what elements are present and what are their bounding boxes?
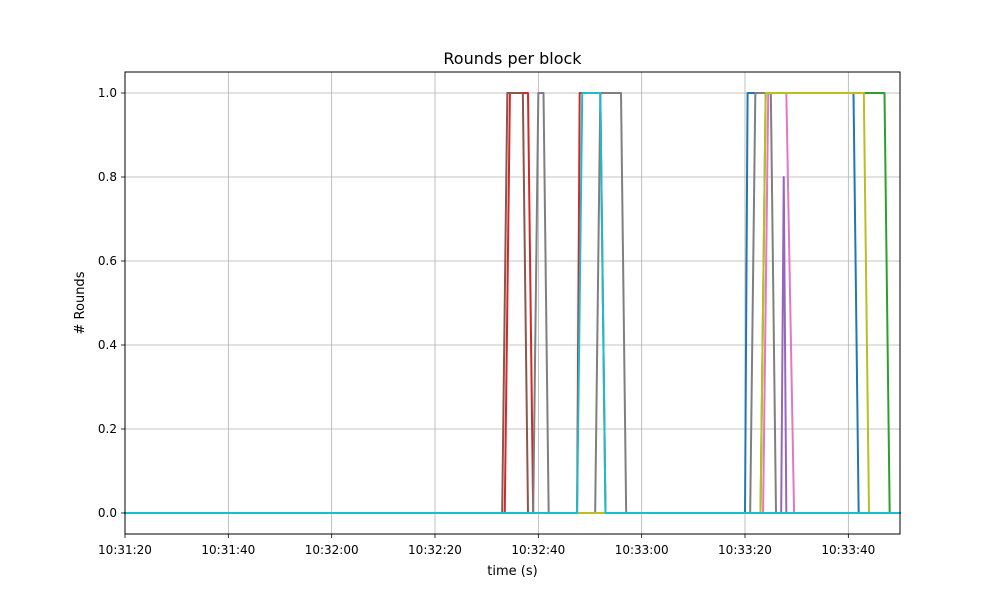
axis-ticks: 10:31:20 10:31:40 10:32:00 10:32:20 10:32:40… [98,86,875,557]
y-tick-label: 0.4 [98,338,117,352]
y-tick-label: 0.2 [98,422,117,436]
x-tick-label: 10:32:00 [305,543,359,557]
y-axis-label: # Rounds [73,271,88,334]
x-tick-label: 10:31:40 [201,543,255,557]
series-line-10 [124,92,901,514]
series-lines [124,92,901,514]
y-tick-label: 0.0 [98,506,117,520]
x-tick-label: 10:33:00 [615,543,669,557]
plot-frame [124,71,901,535]
x-axis-label: time (s) [487,564,537,579]
x-tick-label: 10:32:20 [408,543,462,557]
x-tick-label: 10:31:20 [98,543,152,557]
y-tick-label: 0.6 [98,254,117,268]
y-tick-label: 1.0 [98,86,117,100]
x-tick-label: 10:32:40 [511,543,565,557]
x-tick-label: 10:33:20 [718,543,772,557]
y-tick-label: 0.8 [98,170,117,184]
chart-title: Rounds per block [443,49,582,68]
x-tick-label: 10:33:40 [821,543,875,557]
